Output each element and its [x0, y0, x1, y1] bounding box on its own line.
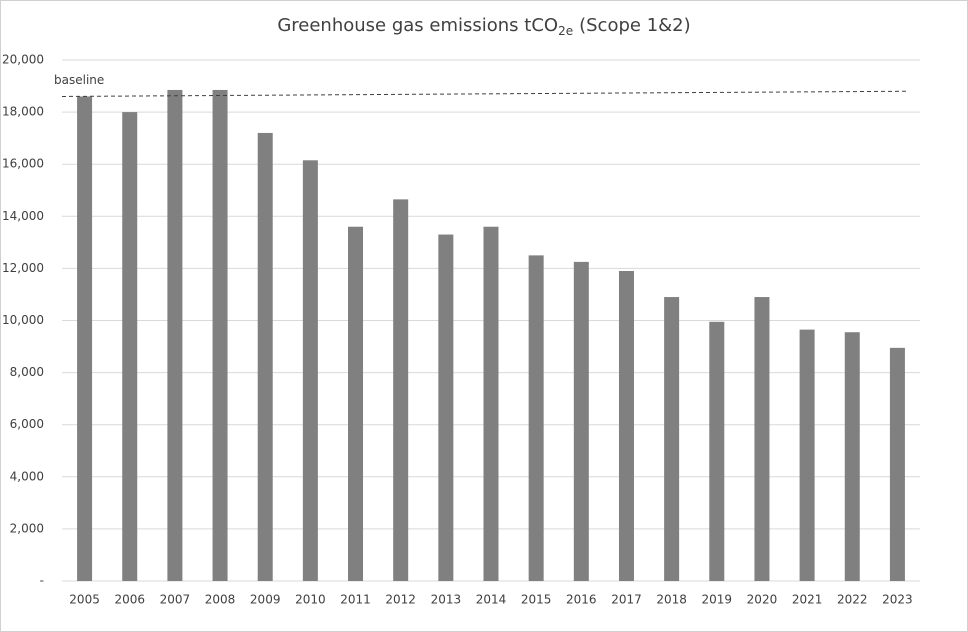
- x-tick-label: 2014: [476, 593, 507, 607]
- y-tick-label: 8,000: [10, 365, 44, 379]
- y-tick-label: 20,000: [2, 53, 44, 67]
- bar: [528, 255, 544, 581]
- bar: [664, 297, 680, 581]
- x-tick-label: 2020: [747, 593, 778, 607]
- x-tick-label: 2023: [882, 593, 913, 607]
- y-tick-label: 14,000: [2, 209, 44, 223]
- title-suffix: (Scope 1&2): [579, 15, 691, 36]
- bar: [618, 271, 634, 581]
- bar: [889, 347, 905, 581]
- y-tick-label: 10,000: [2, 313, 44, 327]
- x-tick-label: 2009: [250, 593, 281, 607]
- x-tick-label: 2011: [340, 593, 371, 607]
- bar: [709, 321, 725, 581]
- x-tick-label: 2013: [431, 593, 462, 607]
- bar: [302, 160, 318, 582]
- x-tick-label: 2010: [295, 593, 326, 607]
- bar: [212, 89, 228, 582]
- x-tick-label: 2012: [385, 593, 416, 607]
- bar: [799, 329, 815, 581]
- y-tick-label: 4,000: [10, 469, 44, 483]
- bar: [438, 234, 454, 581]
- y-tick-label: 18,000: [2, 105, 44, 119]
- y-tick-label: 12,000: [2, 261, 44, 275]
- y-tick-label: -: [40, 574, 44, 588]
- x-tick-label: 2017: [611, 593, 642, 607]
- bar: [77, 96, 93, 581]
- x-tick-label: 2007: [160, 593, 191, 607]
- x-tick-label: 2016: [566, 593, 597, 607]
- x-tick-label: 2021: [792, 593, 823, 607]
- bar: [122, 112, 138, 581]
- bar: [844, 332, 860, 581]
- y-tick-label: 6,000: [10, 417, 44, 431]
- bar: [754, 297, 770, 581]
- bar: [573, 261, 589, 581]
- x-tick-label: 2018: [656, 593, 687, 607]
- x-tick-label: 2019: [702, 593, 733, 607]
- chart-title: Greenhouse gas emissions tCO2e (Scope 1&2…: [277, 15, 690, 38]
- bar: [257, 132, 273, 581]
- bar: [393, 199, 409, 581]
- x-tick-label: 2015: [521, 593, 552, 607]
- title-subscript: 2e: [558, 24, 573, 38]
- y-tick-label: 16,000: [2, 157, 44, 171]
- baseline-line: [61, 90, 907, 97]
- bar: [483, 226, 499, 581]
- bar: [348, 226, 364, 581]
- x-tick-label: 2006: [114, 593, 145, 607]
- title-text: Greenhouse gas emissions tCO: [277, 15, 558, 36]
- y-tick-label: 2,000: [10, 521, 44, 535]
- baseline-label: baseline: [54, 73, 104, 87]
- bar: [167, 89, 183, 582]
- x-tick-label: 2022: [837, 593, 868, 607]
- x-tick-label: 2008: [205, 593, 236, 607]
- x-tick-label: 2005: [69, 593, 100, 607]
